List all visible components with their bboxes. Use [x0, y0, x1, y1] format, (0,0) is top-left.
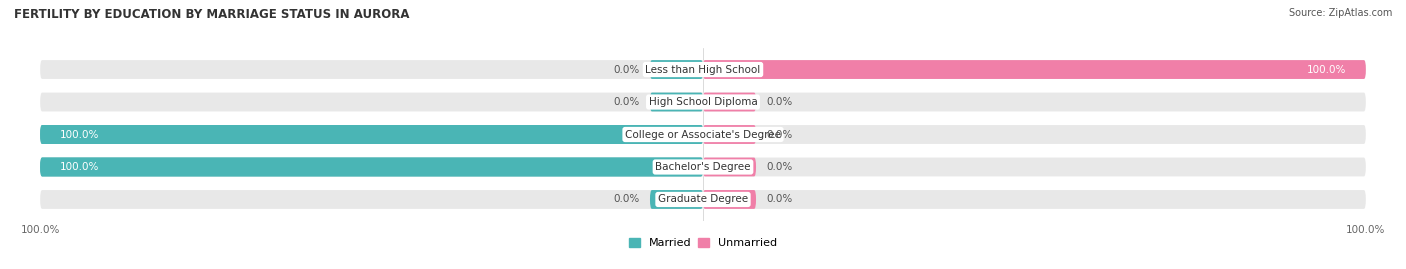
FancyBboxPatch shape — [41, 60, 1365, 79]
FancyBboxPatch shape — [41, 158, 703, 176]
Text: Graduate Degree: Graduate Degree — [658, 194, 748, 204]
FancyBboxPatch shape — [703, 60, 1365, 79]
Text: 100.0%: 100.0% — [60, 162, 100, 172]
Text: High School Diploma: High School Diploma — [648, 97, 758, 107]
FancyBboxPatch shape — [703, 93, 756, 111]
Text: 100.0%: 100.0% — [60, 129, 100, 140]
FancyBboxPatch shape — [41, 158, 703, 176]
FancyBboxPatch shape — [41, 190, 1365, 209]
Text: 0.0%: 0.0% — [614, 97, 640, 107]
FancyBboxPatch shape — [650, 93, 703, 111]
Text: Bachelor's Degree: Bachelor's Degree — [655, 162, 751, 172]
Text: FERTILITY BY EDUCATION BY MARRIAGE STATUS IN AURORA: FERTILITY BY EDUCATION BY MARRIAGE STATU… — [14, 8, 409, 21]
FancyBboxPatch shape — [650, 60, 703, 79]
Text: Less than High School: Less than High School — [645, 65, 761, 75]
FancyBboxPatch shape — [703, 190, 756, 209]
Text: 0.0%: 0.0% — [766, 194, 792, 204]
FancyBboxPatch shape — [41, 125, 1365, 144]
Text: College or Associate's Degree: College or Associate's Degree — [626, 129, 780, 140]
FancyBboxPatch shape — [41, 93, 1365, 111]
Text: Source: ZipAtlas.com: Source: ZipAtlas.com — [1288, 8, 1392, 18]
Text: 100.0%: 100.0% — [1306, 65, 1346, 75]
FancyBboxPatch shape — [703, 158, 756, 176]
FancyBboxPatch shape — [41, 158, 1365, 176]
FancyBboxPatch shape — [703, 125, 756, 144]
Legend: Married, Unmarried: Married, Unmarried — [624, 233, 782, 253]
FancyBboxPatch shape — [41, 125, 703, 144]
Text: 0.0%: 0.0% — [766, 129, 792, 140]
FancyBboxPatch shape — [41, 125, 703, 144]
FancyBboxPatch shape — [650, 190, 703, 209]
Text: 0.0%: 0.0% — [766, 97, 792, 107]
FancyBboxPatch shape — [650, 93, 703, 111]
FancyBboxPatch shape — [650, 60, 703, 79]
Text: 0.0%: 0.0% — [614, 65, 640, 75]
FancyBboxPatch shape — [650, 190, 703, 209]
Text: 0.0%: 0.0% — [614, 194, 640, 204]
Text: 0.0%: 0.0% — [766, 162, 792, 172]
